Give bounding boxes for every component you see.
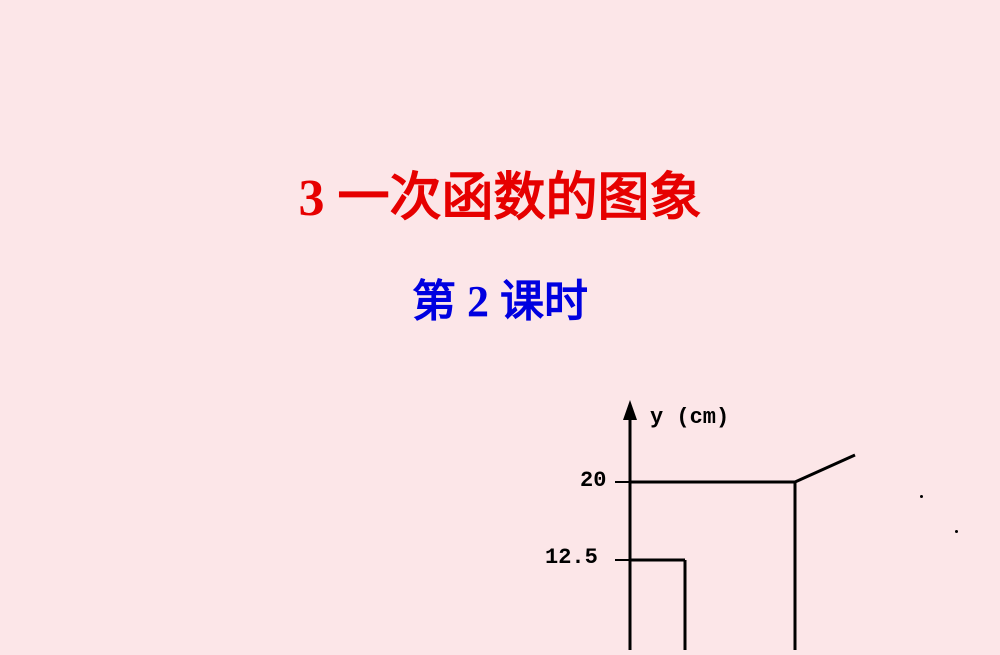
chart-svg [485,400,885,650]
speck-2 [955,530,958,533]
y-axis-label: y (cm) [650,405,729,430]
speck-1 [920,495,923,498]
axis-chart: y (cm) 20 12.5 [485,400,885,650]
y-tick-20-label: 20 [580,468,606,493]
y-axis-arrow [623,400,637,420]
y-tick-12-label: 12.5 [545,545,598,570]
diag-upper [795,455,855,482]
main-title: 3 一次函数的图象 [0,155,1000,230]
subtitle: 第 2 课时 [0,265,1000,329]
